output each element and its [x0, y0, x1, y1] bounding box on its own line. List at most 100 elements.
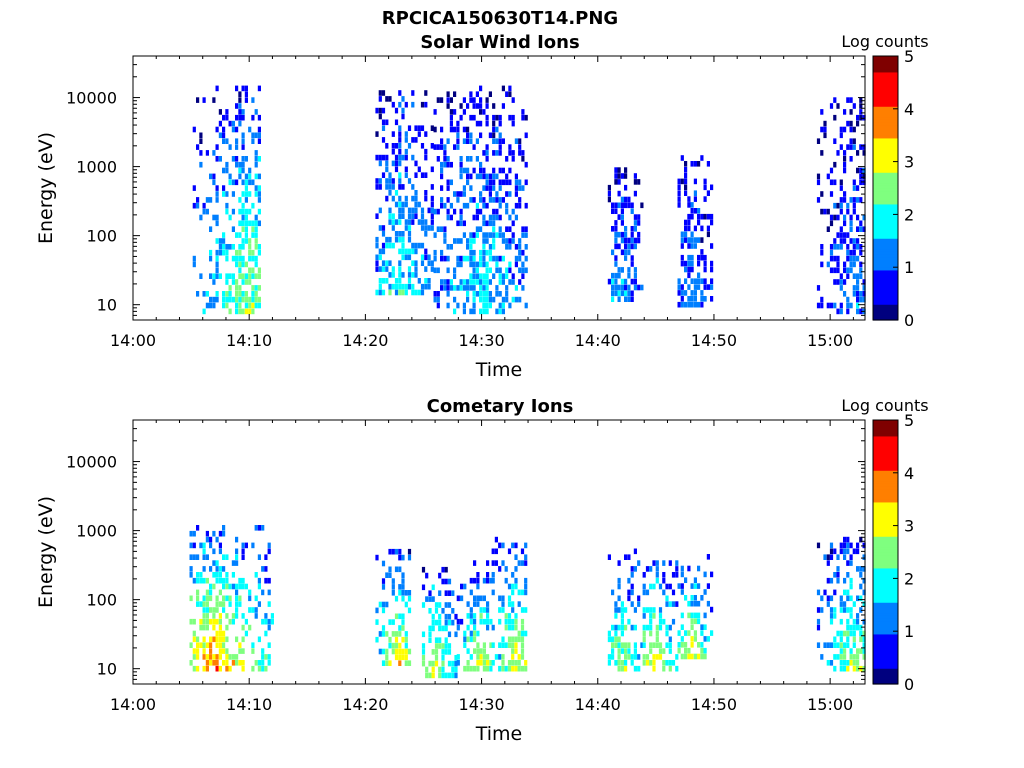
heatmap-cell [859, 583, 863, 590]
heatmap-cell [427, 260, 431, 266]
heatmap-cell [469, 577, 473, 584]
colorbar-segment [873, 74, 898, 78]
heatmap-cell [469, 665, 473, 672]
heatmap-cell [215, 238, 219, 244]
heatmap-cell [479, 85, 483, 92]
heatmap-cell [215, 273, 219, 279]
heatmap-cell [614, 237, 618, 244]
heatmap-cell [375, 213, 379, 219]
heatmap-cell [215, 607, 219, 613]
heatmap-cell [630, 208, 634, 214]
heatmap-cell [235, 536, 239, 543]
heatmap-cell [431, 596, 435, 602]
colorbar-segment [873, 151, 898, 155]
heatmap-cell [680, 178, 684, 185]
heatmap-cell [710, 213, 714, 220]
heatmap-cell [381, 278, 386, 284]
heatmap-cell [424, 190, 428, 196]
heatmap-cell [494, 548, 498, 555]
heatmap-cell [627, 290, 631, 297]
heatmap-cell [677, 202, 681, 208]
colorbar-segment [873, 567, 898, 572]
heatmap-cell [693, 630, 697, 636]
heatmap-cell [690, 266, 694, 273]
heatmap-cell [514, 636, 518, 643]
heatmap-cell [441, 649, 445, 655]
heatmap-cell [209, 636, 213, 643]
colorbar-segment [873, 269, 898, 274]
heatmap-cell [479, 279, 483, 285]
heatmap-cell [839, 208, 843, 215]
heatmap-cell [611, 642, 615, 648]
heatmap-cell [459, 167, 463, 174]
colorbar-segment [873, 425, 898, 429]
heatmap-cell [254, 660, 258, 666]
colorbar-segment [873, 660, 898, 664]
heatmap-cell [668, 624, 672, 631]
heatmap-cell [508, 261, 512, 268]
heatmap-cell [440, 279, 444, 285]
x-tick-label: 14:00 [110, 331, 156, 350]
heatmap-cell [238, 109, 242, 115]
colorbar-segment [873, 90, 898, 94]
heatmap-cell [430, 213, 434, 219]
colorbar-segment [873, 615, 898, 619]
heatmap-cell [846, 560, 850, 566]
heatmap-cell [428, 625, 432, 632]
heatmap-cell [251, 642, 255, 648]
heatmap-cell [404, 648, 408, 655]
heatmap-cell [836, 267, 840, 274]
heatmap-cell [495, 191, 499, 197]
heatmap-cell [257, 660, 261, 666]
heatmap-cell [394, 160, 399, 167]
heatmap-cell [407, 225, 412, 231]
heatmap-cell [472, 249, 476, 256]
heatmap-cell [398, 566, 402, 573]
heatmap-cell [420, 143, 425, 149]
heatmap-cell [434, 608, 439, 614]
heatmap-cell [205, 197, 209, 203]
heatmap-cell [849, 197, 853, 203]
heatmap-cell [859, 103, 863, 109]
heatmap-cell [238, 255, 242, 262]
heatmap-cell [637, 560, 641, 566]
heatmap-cell [456, 595, 460, 602]
heatmap-cell [385, 242, 389, 249]
heatmap-cell [518, 179, 522, 186]
heatmap-cell [520, 589, 525, 596]
heatmap-cell [498, 267, 502, 274]
heatmap-cell [398, 172, 402, 178]
heatmap-cell [617, 179, 621, 185]
colorbar-segment [873, 259, 898, 263]
heatmap-cell [706, 284, 710, 290]
heatmap-cell [826, 302, 830, 309]
heatmap-cell [407, 278, 412, 284]
heatmap-cell [228, 179, 232, 186]
heatmap-cell [407, 236, 412, 243]
colorbar-segment [873, 631, 898, 635]
heatmap-cell [697, 208, 701, 214]
heatmap-cell [411, 248, 415, 255]
heatmap-cell [862, 144, 866, 150]
heatmap-cell [524, 267, 528, 274]
colorbar-segment [873, 232, 898, 237]
heatmap-cell [446, 197, 450, 203]
heatmap-cell [627, 202, 631, 209]
heatmap-cell [482, 660, 486, 666]
heatmap-cell [486, 624, 490, 631]
heatmap-cell [466, 296, 470, 303]
heatmap-cell [375, 236, 379, 243]
heatmap-cell [244, 296, 248, 303]
heatmap-cell [404, 642, 408, 649]
colorbar-segment [873, 222, 898, 226]
heatmap-cell [248, 244, 252, 250]
heatmap-cell [407, 554, 412, 561]
heatmap-cell [501, 660, 505, 666]
heatmap-cell [614, 613, 618, 619]
heatmap-cell [859, 261, 863, 268]
heatmap-cell [680, 254, 684, 261]
colorbar-segment [873, 528, 898, 532]
heatmap-cell [248, 173, 252, 180]
heatmap-cell [829, 267, 834, 274]
heatmap-cell [385, 166, 389, 173]
